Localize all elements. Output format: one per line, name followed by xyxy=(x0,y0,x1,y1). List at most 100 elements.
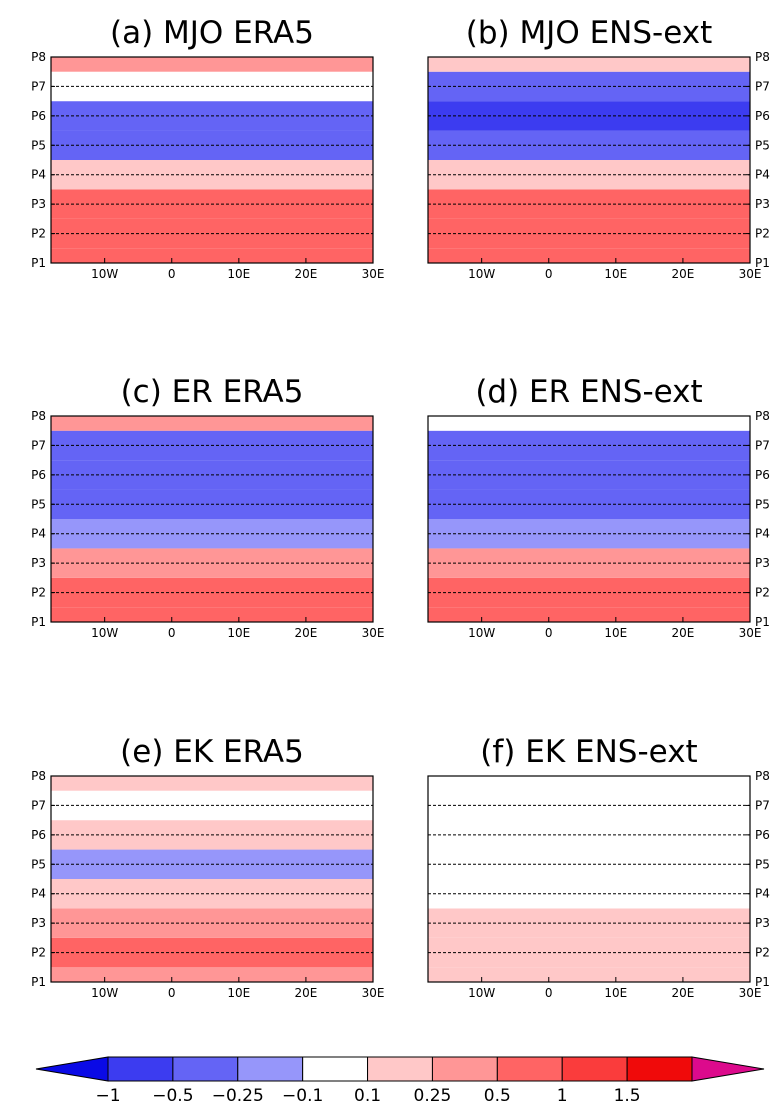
color-bands xyxy=(51,776,373,982)
panel-d: (d) ER ENS-ext P1 P2 P3 P4 P5 P6 P7 P8 10W 0 10E 20E… xyxy=(427,374,770,640)
colorbar: −1 −0.5 −0.25 −0.1 0.1 0.25 0.5 1 1.5 xyxy=(35,1056,765,1106)
x-tick-label: 10E xyxy=(604,626,627,640)
x-tick-label: 20E xyxy=(294,986,317,1000)
colorbar-box xyxy=(107,1056,174,1082)
y-tick-label: P2 xyxy=(31,946,46,960)
y-tick-label: P7 xyxy=(31,798,46,812)
x-tick-label: 10W xyxy=(468,267,495,281)
phase-band-P1 xyxy=(51,607,373,622)
y-tick-label: P4 xyxy=(31,527,46,541)
x-tick-label: 0 xyxy=(168,626,176,640)
y-tick-label: P8 xyxy=(755,769,770,783)
panel-title: (d) ER ENS-ext xyxy=(475,374,702,410)
x-tick-label: 20E xyxy=(671,626,694,640)
x-tick-label: 30E xyxy=(362,267,385,281)
y-tick-label: P2 xyxy=(755,586,770,600)
y-tick-label: P5 xyxy=(31,138,46,152)
y-tick-label: P3 xyxy=(755,916,770,930)
x-tick-label: 30E xyxy=(362,626,385,640)
plot-frame xyxy=(427,775,751,983)
y-tick-label: P1 xyxy=(31,615,46,629)
y-tick-label: P5 xyxy=(31,497,46,511)
phase-band-P1 xyxy=(428,607,750,622)
y-tick-label: P1 xyxy=(755,615,770,629)
colorbar-box xyxy=(431,1056,498,1082)
plot-frame xyxy=(427,415,751,623)
y-tick-label: P2 xyxy=(755,946,770,960)
phase-band-P1 xyxy=(51,967,373,982)
y-tick-label: P3 xyxy=(31,197,46,211)
x-tick-label: 0 xyxy=(168,986,176,1000)
plot-frame xyxy=(50,775,374,983)
y-tick-label: P8 xyxy=(755,50,770,64)
y-tick-label: P5 xyxy=(755,497,770,511)
phase-band-P8 xyxy=(51,776,373,791)
y-tick-label: P7 xyxy=(755,79,770,93)
y-tick-label: P6 xyxy=(31,109,46,123)
colorbar-label: −0.5 xyxy=(152,1086,193,1106)
phase-band-P8 xyxy=(428,776,750,791)
y-tick-label: P3 xyxy=(755,197,770,211)
colorbar-box xyxy=(561,1056,628,1082)
color-bands xyxy=(428,57,750,263)
y-tick-label: P3 xyxy=(31,556,46,570)
y-tick-label: P2 xyxy=(31,227,46,241)
x-tick-label: 30E xyxy=(362,986,385,1000)
panel-a: (a) MJO ERA5 P1 P2 P3 P4 P5 P6 P7 P8 10W 0 10E 20E 30… xyxy=(31,15,384,281)
y-tick-label: P6 xyxy=(755,109,770,123)
x-tick-label: 0 xyxy=(545,267,553,281)
x-tick-label: 10W xyxy=(91,267,118,281)
colorbar-box xyxy=(302,1056,369,1082)
phase-band-P8 xyxy=(428,57,750,72)
color-bands xyxy=(51,416,373,622)
y-tick-label: P8 xyxy=(31,409,46,423)
panel-c: (c) ER ERA5 P1 P2 P3 P4 P5 P6 P7 P8 10W 0 10E 20E 30E xyxy=(31,374,384,640)
x-tick-label: 10W xyxy=(91,986,118,1000)
x-tick-label: 10W xyxy=(91,626,118,640)
y-tick-label: P4 xyxy=(755,527,770,541)
colorbar-label: 1 xyxy=(557,1086,568,1106)
y-tick-label: P7 xyxy=(31,438,46,452)
panel-f: (f) EK ENS-ext P1 P2 P3 P4 P5 P6 P7 P8 10W 0 10E 20E… xyxy=(427,734,770,1000)
color-bands xyxy=(428,416,750,622)
colorbar-label: 0.1 xyxy=(354,1086,381,1106)
colorbar-label: −0.25 xyxy=(212,1086,264,1106)
y-tick-label: P8 xyxy=(31,50,46,64)
y-tick-label: P4 xyxy=(755,168,770,182)
x-tick-label: 10E xyxy=(227,626,250,640)
plot-frame xyxy=(427,56,751,264)
y-tick-label: P8 xyxy=(755,409,770,423)
colorbar-label: 1.5 xyxy=(614,1086,641,1106)
plot-frame xyxy=(50,415,374,623)
x-tick-label: 20E xyxy=(294,267,317,281)
y-tick-label: P1 xyxy=(755,975,770,989)
y-tick-label: P3 xyxy=(755,556,770,570)
colorbar-label: −0.1 xyxy=(282,1086,323,1106)
x-tick-label: 10E xyxy=(227,267,250,281)
colorbar-box xyxy=(367,1056,433,1082)
x-tick-label: 0 xyxy=(545,626,553,640)
x-tick-label: 20E xyxy=(294,626,317,640)
y-tick-label: P6 xyxy=(31,828,46,842)
y-tick-label: P8 xyxy=(31,769,46,783)
y-tick-label: P3 xyxy=(31,916,46,930)
y-tick-label: P1 xyxy=(31,256,46,270)
phase-band-P1 xyxy=(428,248,750,263)
x-tick-label: 10W xyxy=(468,986,495,1000)
y-tick-label: P6 xyxy=(31,468,46,482)
colorbar-left-arrow xyxy=(35,1056,109,1082)
x-tick-label: 30E xyxy=(739,626,762,640)
x-tick-label: 10E xyxy=(604,986,627,1000)
colorbar-box xyxy=(626,1056,693,1082)
x-tick-label: 10E xyxy=(227,986,250,1000)
phase-band-P1 xyxy=(428,967,750,982)
y-tick-label: P5 xyxy=(31,857,46,871)
phase-band-P1 xyxy=(51,248,373,263)
colorbar-label: 0.25 xyxy=(414,1086,452,1106)
y-tick-label: P1 xyxy=(31,975,46,989)
x-tick-label: 20E xyxy=(671,986,694,1000)
phase-band-P8 xyxy=(428,416,750,431)
phase-band-P8 xyxy=(51,57,373,72)
y-tick-label: P4 xyxy=(31,168,46,182)
